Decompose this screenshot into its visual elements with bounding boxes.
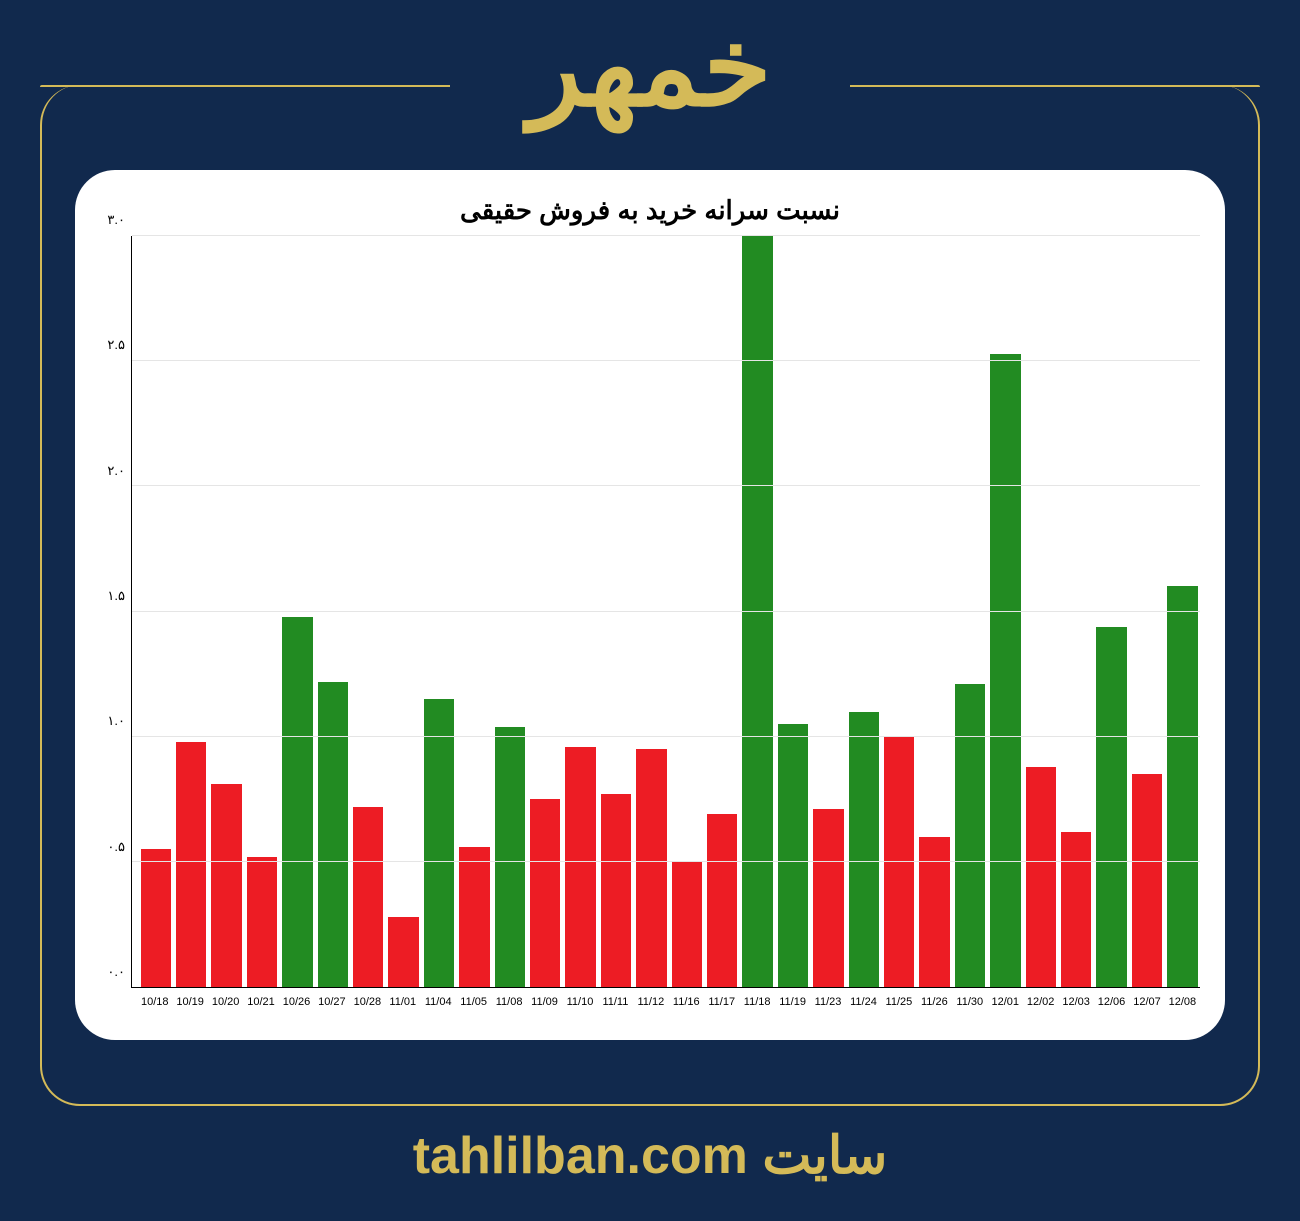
xtick-label: 11/04	[423, 990, 453, 1016]
xtick-label: 10/19	[175, 990, 205, 1016]
bars-container	[132, 236, 1200, 987]
xtick-label: 10/20	[210, 990, 240, 1016]
xtick-label: 12/07	[1132, 990, 1162, 1016]
footer-text: سایت tahlilban.com	[0, 1126, 1300, 1186]
chart-bar	[459, 847, 489, 987]
chart-bar	[919, 837, 949, 987]
xtick-label: 11/16	[671, 990, 701, 1016]
chart-bar	[211, 784, 241, 987]
header-title: خمهر	[499, 2, 802, 134]
chart-bar	[955, 684, 985, 987]
chart-bar	[636, 749, 666, 987]
chart-bar	[1096, 627, 1126, 987]
chart-bar	[742, 236, 772, 987]
gridline	[132, 736, 1200, 737]
xtick-label: 12/03	[1061, 990, 1091, 1016]
xtick-label: 11/10	[565, 990, 595, 1016]
chart-bar	[318, 682, 348, 987]
xtick-label: 11/30	[955, 990, 985, 1016]
chart-bar	[1132, 774, 1162, 987]
ytick-label: ۱.۵	[95, 588, 125, 604]
xtick-label: 11/17	[707, 990, 737, 1016]
chart-container: نسبت سرانه خرید به فروش حقیقی ۰.۰ ۰.۵ ۱.۰ ۱…	[75, 170, 1225, 1040]
chart-area: ۰.۰۰.۵۱.۰۱.۵۲.۰۲.۵۳.۰ 10/1810/1910/2010/…	[95, 236, 1205, 1016]
xtick-label: 11/01	[388, 990, 418, 1016]
chart-bar	[565, 747, 595, 987]
xtick-labels: 10/1810/1910/2010/2110/2610/2710/2811/01…	[131, 990, 1200, 1016]
chart-bar	[1061, 832, 1091, 987]
xtick-label: 11/08	[494, 990, 524, 1016]
chart-bar	[813, 809, 843, 987]
xtick-label: 10/28	[352, 990, 382, 1016]
xtick-label: 11/12	[636, 990, 666, 1016]
chart-bar	[778, 724, 808, 987]
xtick-label: 10/18	[140, 990, 170, 1016]
chart-bar	[495, 727, 525, 987]
chart-bar	[176, 742, 206, 987]
ytick-label: ۱.۰	[95, 713, 125, 729]
xtick-label: 12/08	[1167, 990, 1197, 1016]
plot-area	[131, 236, 1200, 988]
ytick-label: ۲.۰	[95, 463, 125, 479]
xtick-label: 10/27	[317, 990, 347, 1016]
ytick-label: ۰.۵	[95, 839, 125, 855]
xtick-label: 11/26	[919, 990, 949, 1016]
xtick-label: 11/09	[529, 990, 559, 1016]
xtick-label: 12/06	[1096, 990, 1126, 1016]
chart-bar	[1026, 767, 1056, 987]
xtick-label: 12/02	[1025, 990, 1055, 1016]
gridline	[132, 485, 1200, 486]
chart-bar	[601, 794, 631, 987]
gridline	[132, 360, 1200, 361]
chart-bar	[849, 712, 879, 987]
ytick-label: ۳.۰	[95, 212, 125, 228]
chart-title: نسبت سرانه خرید به فروش حقیقی	[95, 195, 1205, 226]
chart-bar	[282, 617, 312, 987]
xtick-label: 12/01	[990, 990, 1020, 1016]
xtick-label: 11/23	[813, 990, 843, 1016]
chart-bar	[1167, 586, 1197, 987]
xtick-label: 11/05	[458, 990, 488, 1016]
gridline	[132, 861, 1200, 862]
ytick-label: ۰.۰	[95, 964, 125, 980]
chart-bar	[672, 862, 702, 987]
chart-bar	[388, 917, 418, 987]
chart-bar	[990, 354, 1020, 987]
gridline	[132, 611, 1200, 612]
ytick-label: ۲.۵	[95, 337, 125, 353]
chart-bar	[424, 699, 454, 987]
chart-bar	[247, 857, 277, 987]
xtick-label: 11/18	[742, 990, 772, 1016]
xtick-label: 11/24	[848, 990, 878, 1016]
xtick-label: 10/21	[246, 990, 276, 1016]
xtick-label: 11/19	[777, 990, 807, 1016]
xtick-label: 11/25	[884, 990, 914, 1016]
chart-bar	[530, 799, 560, 987]
chart-bar	[353, 807, 383, 987]
xtick-label: 11/11	[600, 990, 630, 1016]
chart-bar	[707, 814, 737, 987]
xtick-label: 10/26	[281, 990, 311, 1016]
gridline	[132, 235, 1200, 236]
chart-bar	[141, 849, 171, 987]
